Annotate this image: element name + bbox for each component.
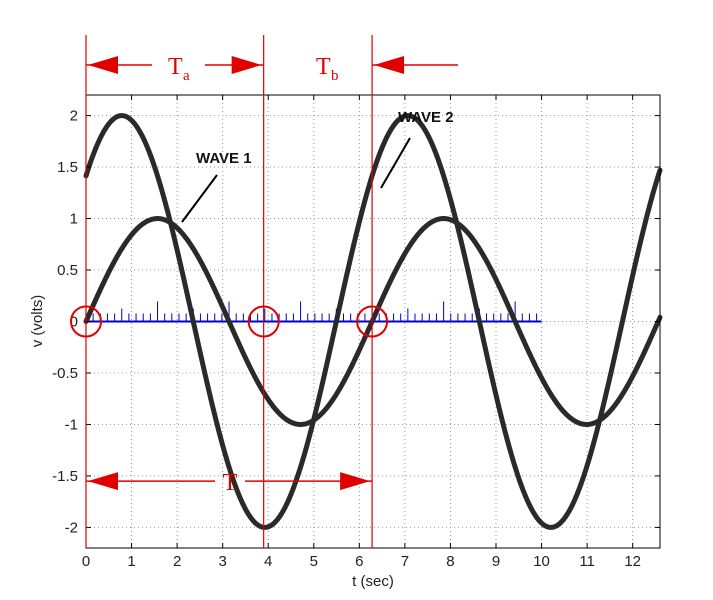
wave-curves — [83, 113, 663, 530]
period-arrow-left-head — [88, 472, 118, 491]
x-tick-label: 4 — [264, 553, 272, 570]
y-tick-label: -1.5 — [52, 468, 78, 485]
y-axis-title: v (volts) — [29, 295, 46, 348]
wave2-label: WAVE 2 — [398, 109, 454, 126]
tb-arrow-head — [374, 56, 405, 74]
wave1-leader-line — [181, 174, 218, 223]
x-tick-label: 8 — [446, 553, 454, 570]
x-tick-label: 2 — [173, 553, 181, 570]
wave1-curve — [83, 216, 663, 427]
x-tick-label: 5 — [310, 553, 318, 570]
ta-label: T — [168, 54, 183, 80]
wave2-leader-line — [380, 137, 411, 189]
x-axis-title: t (sec) — [352, 573, 394, 590]
x-tick-label: 0 — [82, 553, 90, 570]
y-tick-label: -0.5 — [52, 365, 78, 382]
zero-crossing-circle — [247, 305, 280, 338]
x-tick-label: 9 — [492, 553, 500, 570]
period-arrow-right-head — [340, 472, 371, 491]
y-tick-label: 0.5 — [57, 262, 78, 279]
tick-labels: 0 1 2 3 4 5 6 7 8 9 10 11 12-2-1.5-1-0.500.511.52 — [52, 108, 641, 570]
y-tick-label: 1.5 — [57, 159, 78, 176]
x-tick-label: 1 — [127, 553, 135, 570]
ta-arrow-right-head — [231, 56, 262, 74]
y-tick-label: 0 — [70, 314, 78, 331]
x-tick-label: 11 — [579, 553, 595, 570]
tb-label: T — [316, 54, 331, 80]
x-tick-label: 3 — [218, 553, 226, 570]
x-tick-label: 7 — [401, 553, 409, 570]
y-tick-label: -1 — [65, 416, 78, 433]
period-label: T — [223, 470, 238, 496]
zero-crossing-circle — [70, 305, 102, 338]
x-tick-label: 6 — [355, 553, 363, 570]
y-tick-label: 2 — [70, 108, 78, 125]
ta-subscript: a — [183, 68, 190, 84]
y-tick-label: -2 — [65, 519, 78, 536]
y-tick-label: 1 — [70, 211, 78, 228]
ta-arrow-left-head — [88, 56, 118, 74]
tb-subscript: b — [331, 68, 339, 84]
wave1-label: WAVE 1 — [196, 150, 252, 167]
x-tick-label: 10 — [533, 553, 550, 570]
x-tick-label: 12 — [624, 553, 641, 570]
zero-crossing-circle — [356, 305, 389, 338]
wave2-curve — [83, 113, 663, 530]
